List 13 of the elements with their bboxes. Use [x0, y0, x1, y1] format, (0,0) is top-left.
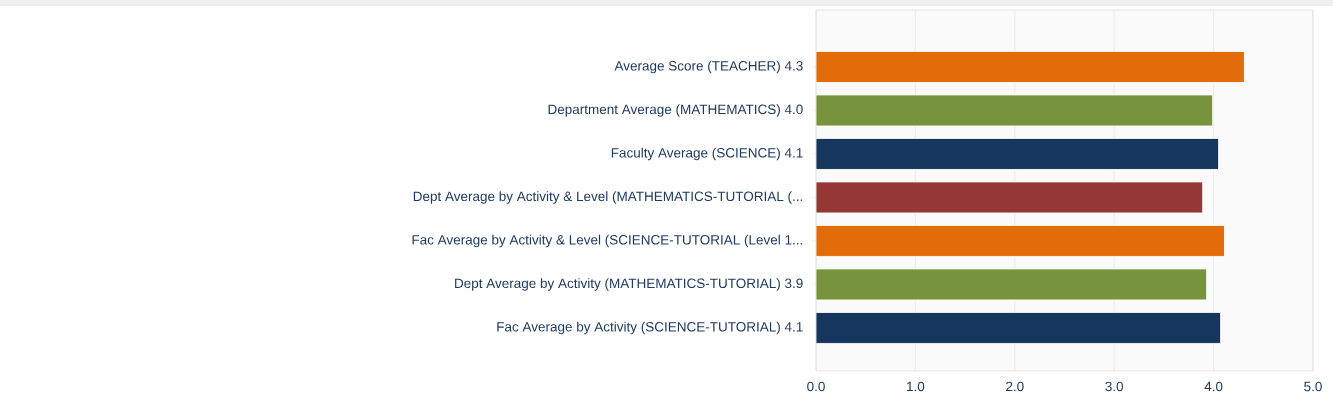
x-tick-label: 3.0: [1105, 381, 1124, 392]
y-tick-label: Dept Average by Activity & Level (MATHEMATICS-TUTORIAL (...: [413, 191, 803, 204]
y-tick-label: Department Average (MATHEMATICS) 4.0: [548, 104, 803, 117]
y-tick-label: Fac Average by Activity (SCIENCE-TUTORIAL) 4.1: [497, 321, 803, 335]
x-tick-label: 4.0: [1204, 381, 1223, 392]
y-tick-label: Average Score (TEACHER) 4.3: [614, 60, 803, 74]
x-tick-label: 1.0: [907, 381, 925, 392]
x-tick-label: 0.0: [807, 381, 825, 392]
y-tick-label: Faculty Average (SCIENCE) 4.1: [611, 147, 803, 161]
x-tick-label: 2.0: [1006, 381, 1024, 392]
x-tick-label: 5.0: [1304, 381, 1322, 392]
y-tick-label: Dept Average by Activity (MATHEMATICS-TUTORIAL) 3.9: [455, 278, 803, 291]
y-tick-label: Fac Average by Activity & Level (SCIENCE-TUTORIAL (Level 1...: [412, 234, 803, 248]
